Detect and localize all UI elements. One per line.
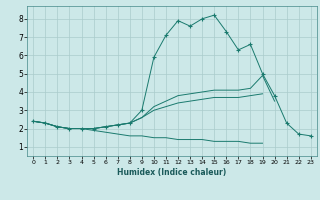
X-axis label: Humidex (Indice chaleur): Humidex (Indice chaleur)	[117, 168, 227, 177]
